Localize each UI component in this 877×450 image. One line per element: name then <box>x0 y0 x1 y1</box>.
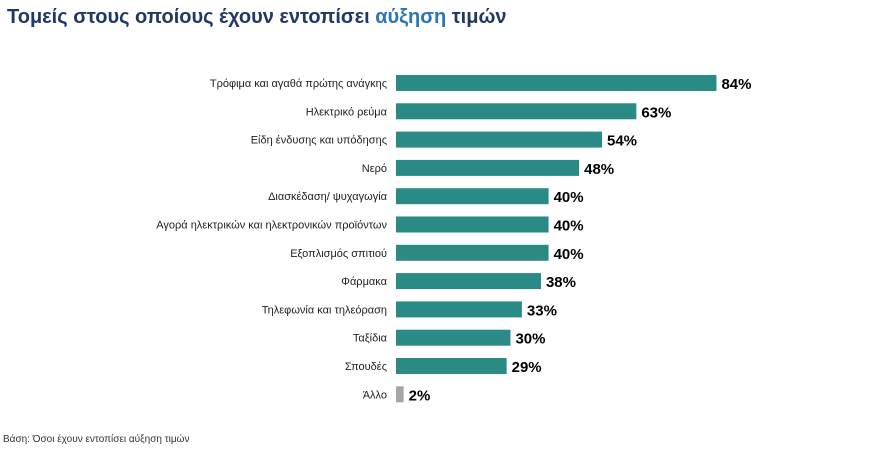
value-label: 30% <box>515 331 545 348</box>
value-label: 54% <box>607 133 637 150</box>
bar <box>396 75 717 91</box>
value-label: 40% <box>554 246 584 263</box>
value-label: 40% <box>554 189 584 206</box>
category-label: Σπουδές <box>345 361 387 373</box>
chart-title: Τομείς στους οποίους έχουν εντοπίσει αύξ… <box>7 6 506 29</box>
value-label: 63% <box>641 104 671 121</box>
category-label: Ταξίδια <box>353 333 388 345</box>
category-label: Ηλεκτρικό ρεύμα <box>306 106 388 118</box>
category-label: Τρόφιμα και αγαθά πρώτης ανάγκης <box>210 78 387 90</box>
value-label: 29% <box>512 359 542 376</box>
bar <box>396 216 549 233</box>
category-label: Τηλεφωνία και τηλεόραση <box>262 304 387 316</box>
value-label: 84% <box>721 76 751 93</box>
category-label: Νερό <box>362 163 387 175</box>
bar <box>396 131 603 148</box>
bar <box>396 358 507 374</box>
bar <box>396 301 522 318</box>
value-label: 48% <box>584 161 614 178</box>
chart-title-highlight: αύξηση <box>375 6 447 28</box>
category-label: Εξοπλισμός σπιτιού <box>290 248 387 260</box>
value-label: 33% <box>527 302 557 319</box>
footnote: Βάση: Όσοι έχουν εντοπίσει αύξηση τιμών <box>3 434 190 445</box>
value-label: 40% <box>554 218 584 235</box>
bar <box>396 188 549 205</box>
value-label: 38% <box>546 274 576 291</box>
chart-title-end: τιμών <box>446 6 507 28</box>
category-label: Φάρμακα <box>341 276 387 288</box>
category-label: Είδη ένδυσης και υπόδησης <box>251 135 387 147</box>
value-label: 2% <box>409 387 431 404</box>
chart-title-text: Τομείς στους οποίους έχουν εντοπίσει <box>7 6 376 28</box>
category-label: Άλλο <box>363 389 387 401</box>
bar <box>396 103 637 120</box>
bar <box>396 386 404 403</box>
bar <box>396 159 580 176</box>
bar <box>396 329 511 346</box>
bar <box>396 244 549 261</box>
category-label: Αγορά ηλεκτρικών και ηλεκτρονικών προϊόν… <box>156 220 387 232</box>
bar <box>396 273 541 290</box>
category-label: Διασκέδαση/ ψυχαγωγία <box>268 191 388 203</box>
